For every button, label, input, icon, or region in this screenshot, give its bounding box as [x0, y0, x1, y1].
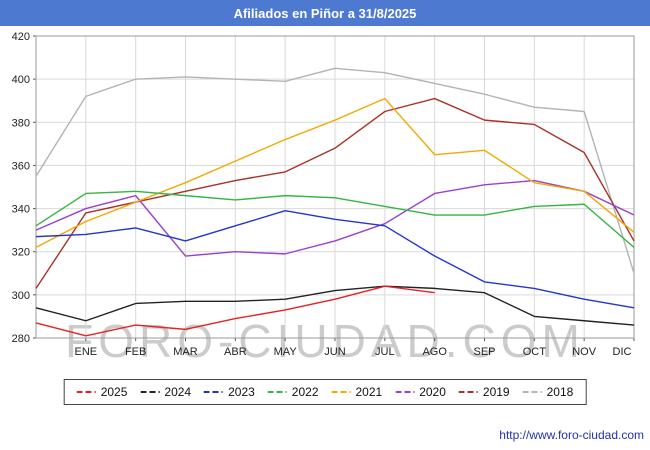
- legend-item-2020: 2020: [395, 385, 446, 399]
- x-tick-label: ABR: [224, 346, 247, 358]
- legend: 2025 2024 2023 2022 2021 2020 2019 2018: [63, 379, 587, 405]
- chart-svg: 280 300 320 340 360 380 400 420 ENE FEB MAR ABR MAY J…: [12, 31, 635, 358]
- legend-label-2024: 2024: [164, 385, 192, 399]
- x-tick-label: FEB: [125, 346, 146, 358]
- legend-item-2018: 2018: [522, 385, 574, 399]
- x-tick-label: DIC: [613, 346, 632, 358]
- y-tick-label: 340: [12, 204, 30, 216]
- legend-item-2019: 2019: [458, 385, 510, 399]
- legend-marker-2020: [395, 391, 415, 393]
- y-tick-label: 400: [12, 74, 30, 86]
- title-bar: Afiliados en Piñor a 31/8/2025: [0, 0, 650, 26]
- series-line-2021: [35, 97, 635, 249]
- legend-marker-2022: [267, 391, 287, 393]
- x-tick-label: MAY: [274, 346, 298, 358]
- legend-item-2022: 2022: [267, 385, 319, 399]
- legend-marker-2024: [140, 391, 160, 393]
- series-line-2022: [35, 190, 635, 248]
- legend-label-2019: 2019: [482, 385, 510, 399]
- x-tick-label: NOV: [572, 346, 597, 358]
- x-tick-label: MAR: [173, 346, 198, 358]
- y-tick-label: 320: [12, 247, 30, 259]
- x-tick-label: JUN: [324, 346, 345, 358]
- x-tick-label: OCT: [523, 346, 547, 358]
- x-tick-label: SEP: [473, 346, 495, 358]
- legend-marker-2019: [458, 391, 478, 393]
- series-line-2024: [35, 285, 635, 326]
- legend-label-2025: 2025: [100, 385, 128, 399]
- series-line-2018: [35, 67, 635, 274]
- y-tick-label: 420: [12, 31, 30, 43]
- legend-label-2021: 2021: [355, 385, 383, 399]
- series-line-2020: [35, 179, 635, 257]
- y-tick-label: 360: [12, 160, 30, 172]
- x-tick-label: ENE: [75, 346, 98, 358]
- y-tick-label: 300: [12, 290, 30, 302]
- legend-marker-2018: [522, 391, 542, 393]
- plot-border: [35, 35, 635, 339]
- legend-marker-2021: [331, 391, 351, 393]
- y-tick-label: 380: [12, 117, 30, 129]
- legend-label-2020: 2020: [419, 385, 446, 399]
- legend-marker-2025: [76, 391, 96, 393]
- series-line-2023: [35, 210, 635, 309]
- y-tick-label: 280: [12, 333, 30, 345]
- page-title: Afiliados en Piñor a 31/8/2025: [233, 5, 417, 21]
- series-line-2025: [35, 285, 435, 337]
- legend-label-2018: 2018: [546, 385, 574, 399]
- footer-link[interactable]: http://www.foro-ciudad.com: [499, 428, 644, 442]
- legend-label-2023: 2023: [228, 385, 255, 399]
- x-tick-label: JUL: [375, 346, 395, 358]
- legend-item-2024: 2024: [140, 385, 191, 399]
- legend-label-2022: 2022: [291, 385, 319, 399]
- legend-marker-2023: [204, 391, 224, 393]
- x-tick-label: AGO: [422, 346, 447, 358]
- legend-item-2025: 2025: [76, 385, 128, 399]
- watermark: FORO-CIUDAD.COM: [65, 315, 585, 367]
- legend-item-2023: 2023: [204, 385, 255, 399]
- legend-item-2021: 2021: [331, 385, 383, 399]
